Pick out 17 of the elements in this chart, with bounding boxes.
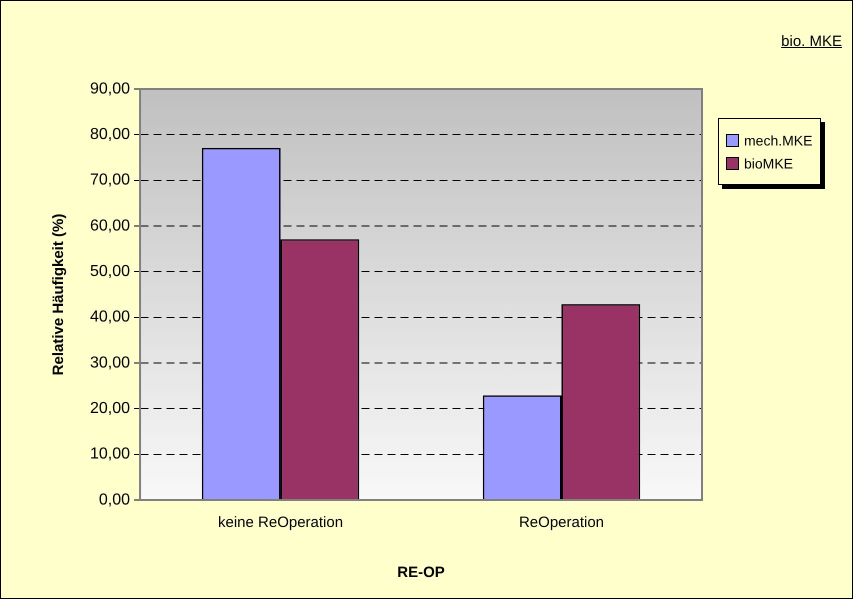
y-tick-label: 70,00 (90, 172, 130, 189)
x-tick-label: keine ReOperation (218, 514, 344, 532)
y-tick-label: 0,00 (98, 491, 130, 508)
y-tick-label: 60,00 (90, 217, 130, 234)
x-tick-label: ReOperation (518, 514, 604, 532)
y-tick-label: 10,00 (90, 446, 130, 463)
y-tick-label: 40,00 (90, 308, 130, 326)
x-axis-title: RE-OP (397, 564, 445, 582)
y-tick-label: 90,00 (90, 80, 130, 98)
legend-label: bioMKE (744, 156, 794, 172)
y-axis-title: Relative Häufigkeit (%) (50, 214, 68, 376)
y-tick-label: 50,00 (90, 263, 130, 280)
y-tick-label: 80,00 (90, 126, 130, 144)
legend-label: mech.MKE (744, 132, 812, 148)
y-tick-label: 30,00 (90, 354, 130, 372)
text: bio. MKE (781, 33, 842, 50)
y-tick-label: 20,00 (90, 400, 130, 418)
